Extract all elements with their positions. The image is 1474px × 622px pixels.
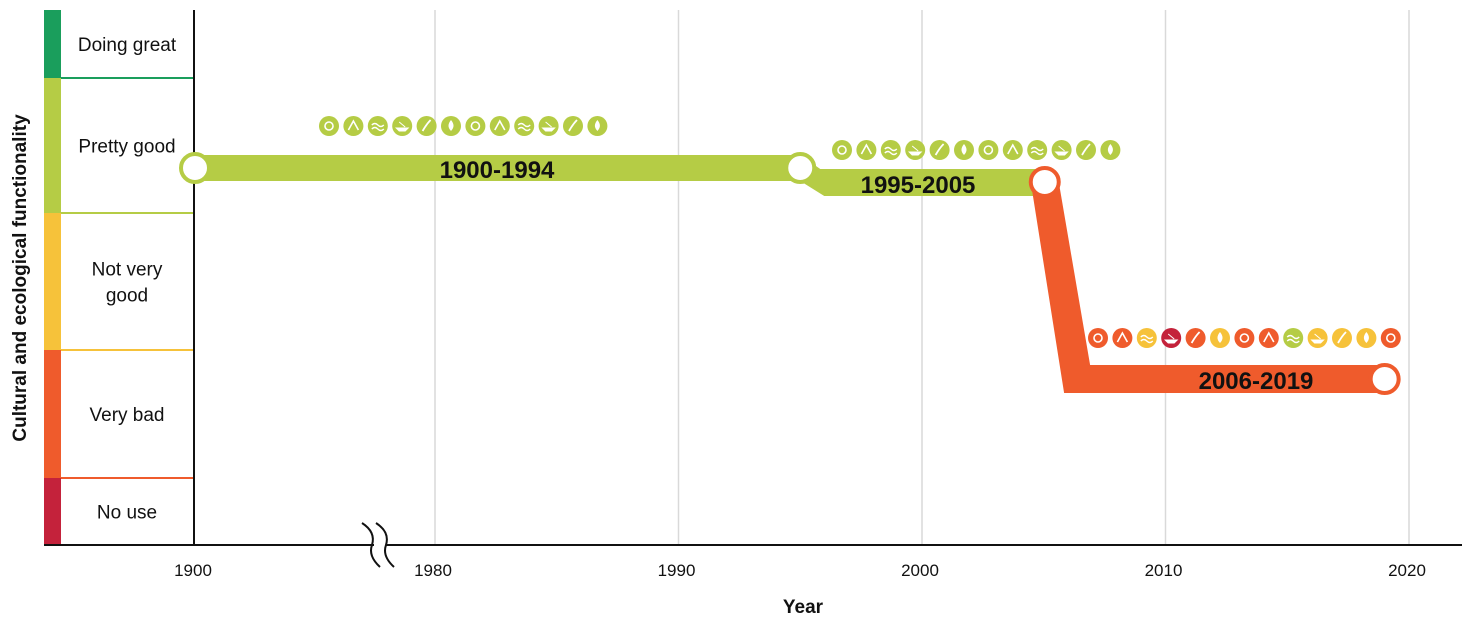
canoe-icon (1161, 328, 1182, 348)
hand-icon (1380, 328, 1401, 348)
sun-hill-icon (1234, 328, 1255, 348)
axis-break-marker (361, 522, 395, 568)
period-bar-1900-1994 (195, 155, 801, 181)
x-tick-label-2020: 2020 (1388, 561, 1426, 580)
axes (44, 10, 1462, 568)
canoe-icon (392, 116, 413, 136)
level-label-4: No use (97, 503, 157, 524)
plant-icon (856, 140, 877, 160)
water-ripple-icon (1136, 328, 1157, 348)
x-tick-label-1990: 1990 (658, 561, 696, 580)
plant-icon (1112, 328, 1133, 348)
plant-icon (343, 116, 364, 136)
period-bar-2006-2019 (1030, 182, 1385, 393)
hand-icon (587, 116, 608, 136)
marker-1995 (784, 152, 817, 184)
level-bands: Doing great Pretty good Not very good Very b… (44, 10, 193, 546)
level-label-1: Pretty good (78, 137, 175, 158)
reed-icon (416, 116, 437, 136)
bird-icon (1210, 328, 1230, 348)
period-labels: 1900-1994 1995-2005 2006-2019 (440, 157, 1314, 395)
period-label-2006-2019: 2006-2019 (1199, 368, 1314, 395)
marker-1900 (179, 152, 211, 184)
x-tick-label-2010: 2010 (1145, 561, 1183, 580)
hand-icon (1356, 328, 1377, 348)
grid-lines (434, 10, 1410, 545)
turtle-icon (319, 116, 339, 136)
marker-2005 (1028, 166, 1061, 198)
bird-icon (441, 116, 461, 136)
period-bar-1995-2005 (800, 155, 1045, 196)
x-tick-label-2000: 2000 (901, 561, 939, 580)
water-drop-icon (1258, 328, 1279, 348)
fish-icon (1051, 140, 1072, 160)
turtle-icon (1088, 328, 1108, 348)
water-ripple-icon (880, 140, 901, 160)
marker-2019 (1368, 363, 1401, 395)
level-label-2: good (106, 286, 148, 307)
x-axis-title: Year (783, 597, 824, 618)
level-stripe-1 (44, 78, 61, 213)
x-tick-labels: 1900 1980 1990 2000 2010 2020 (174, 561, 1426, 580)
canoe-icon (905, 140, 926, 160)
level-stripe-0 (44, 10, 61, 78)
level-stripe-3 (44, 350, 61, 478)
x-tick-label-1980: 1980 (414, 561, 452, 580)
water-drop-icon (1002, 140, 1023, 160)
reed-icon (1185, 328, 1206, 348)
y-axis-title: Cultural and ecological functionality (10, 114, 31, 442)
wave-icon (1027, 140, 1048, 160)
sun-hill-icon (465, 116, 486, 136)
sun-hill-icon (978, 140, 999, 160)
swimmer-icon (1332, 328, 1352, 348)
fish-icon (538, 116, 559, 136)
bird-icon (954, 140, 974, 160)
level-label-2: Not very (92, 260, 163, 281)
x-tick-label-1900: 1900 (174, 561, 212, 580)
level-stripe-4 (44, 478, 61, 545)
swimmer-icon (1076, 140, 1096, 160)
wave-icon (1283, 328, 1304, 348)
water-ripple-icon (367, 116, 388, 136)
fish-icon (1307, 328, 1328, 348)
water-drop-icon (489, 116, 510, 136)
swimmer-icon (563, 116, 583, 136)
level-label-0: Doing great (78, 35, 177, 56)
level-label-3: Very bad (90, 405, 165, 426)
reed-icon (929, 140, 950, 160)
hand-icon (1100, 140, 1121, 160)
indicator-icons (319, 116, 1401, 348)
period-label-1900-1994: 1900-1994 (440, 157, 555, 184)
wave-icon (514, 116, 535, 136)
turtle-icon (832, 140, 852, 160)
level-stripe-2 (44, 213, 61, 350)
period-paths (179, 152, 1401, 395)
period-label-1995-2005: 1995-2005 (861, 172, 976, 199)
